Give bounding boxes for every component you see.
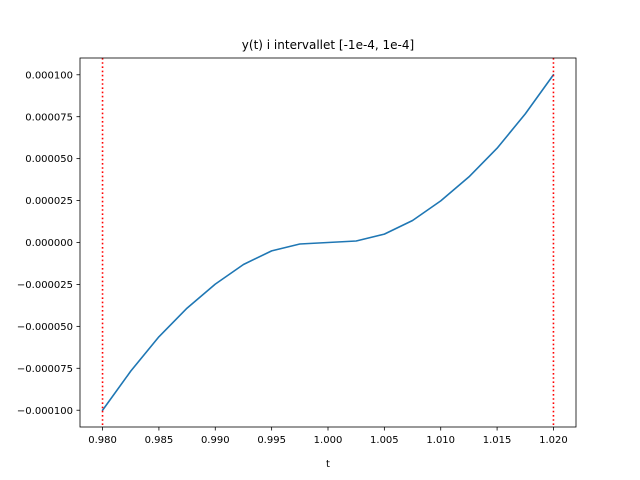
x-tick-label: 1.015 bbox=[483, 435, 512, 446]
y-tick-label: −0.000050 bbox=[17, 322, 73, 333]
y-tick-label: −0.000100 bbox=[17, 406, 73, 417]
y-tick-label: 0.000100 bbox=[25, 70, 73, 81]
plot-area: 0.980 0.985 0.990 0.995 1.000 1.005 1.010 1.015… bbox=[17, 57, 577, 446]
x-tick-label: 1.020 bbox=[539, 435, 568, 446]
y-tick-label: 0.000025 bbox=[25, 196, 73, 207]
y-tick-label: −0.000025 bbox=[17, 280, 73, 291]
x-tick-label: 0.980 bbox=[88, 435, 117, 446]
x-tick-label: 1.010 bbox=[426, 435, 455, 446]
y-tick-label: −0.000075 bbox=[17, 364, 73, 375]
y-tick-label: 0.000000 bbox=[25, 238, 73, 249]
chart-title: y(t) i intervallet [-1e-4, 1e-4] bbox=[242, 38, 414, 52]
y-tick-label: 0.000075 bbox=[25, 112, 73, 123]
x-tick-label: 0.995 bbox=[257, 435, 286, 446]
y-tick-label: 0.000050 bbox=[25, 154, 73, 165]
x-tick-label: 0.990 bbox=[201, 435, 230, 446]
x-tick-label: 1.005 bbox=[370, 435, 399, 446]
x-tick-label: 1.000 bbox=[314, 435, 343, 446]
x-axis-label: t bbox=[326, 459, 330, 470]
series-line-0 bbox=[101, 73, 555, 412]
x-tick-label: 0.985 bbox=[145, 435, 174, 446]
